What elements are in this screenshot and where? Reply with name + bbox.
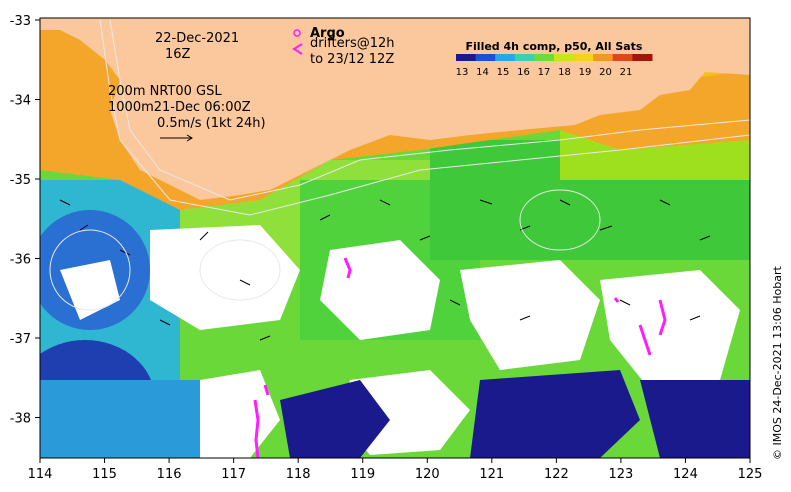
x-tick-label: 119 [350, 467, 375, 482]
contour-legend-200m: 200m NRT00 GSL [108, 84, 222, 99]
date-label: 22-Dec-2021 [155, 31, 239, 46]
colorbar-tick-label: 15 [497, 67, 510, 78]
scale-label: 0.5m/s (1kt 24h) [157, 116, 266, 131]
argo-marker-icon [293, 29, 301, 37]
y-tick-label: -35 [10, 173, 31, 188]
colorbar-tick-label: 14 [476, 67, 489, 78]
y-tick-label: -37 [10, 332, 31, 347]
colorbar-swatch [456, 54, 477, 61]
colorbar-tick-label: 17 [538, 67, 551, 78]
colorbar-tick-label: 18 [558, 67, 571, 78]
x-tick-label: 120 [415, 467, 440, 482]
x-tick-label: 123 [608, 467, 633, 482]
x-tick-label: 116 [157, 467, 182, 482]
x-tick-label: 118 [286, 467, 311, 482]
colorbar-swatch [554, 54, 575, 61]
credit-label: © IMOS 24-Dec-2021 13:06 Hobart [771, 265, 784, 460]
drifter-tracks [253, 257, 667, 458]
colorbar-tick-label: 20 [599, 67, 612, 78]
current-vectors [59, 199, 711, 341]
argo-label: Argo [310, 26, 345, 41]
colorbar-swatch [534, 54, 555, 61]
colorbar-title: Filled 4h comp, p50, All Sats [466, 40, 643, 53]
plot-frame [39, 17, 751, 459]
drifter-marker-icon [292, 43, 303, 55]
x-tick-label: 122 [544, 467, 569, 482]
colorbar-swatch [593, 54, 614, 61]
colorbar-swatch [612, 54, 633, 61]
y-tick-label: -33 [10, 14, 31, 29]
colorbar-swatch [495, 54, 516, 61]
colorbar-tick-label: 16 [517, 67, 530, 78]
drifters-to-label: to 23/12 12Z [310, 52, 394, 67]
y-tick-label: -38 [10, 412, 31, 427]
x-tick-label: 117 [221, 467, 246, 482]
contour-lines [49, 19, 750, 311]
colorbar-swatch [632, 54, 653, 61]
x-tick-label: 114 [28, 467, 53, 482]
colorbar-swatch [475, 54, 496, 61]
cold-water [280, 370, 750, 458]
y-axis: -33 -34 -35 -36 -37 -38 [10, 14, 40, 427]
colorbar-swatch [514, 54, 535, 61]
colorbar: Filled 4h comp, p50, All Sats 13 14 15 16 17… [452, 36, 658, 78]
drifters-label: drifters@12h [310, 36, 395, 51]
y-tick-label: -34 [10, 94, 31, 109]
colorbar-swatch [573, 54, 594, 61]
colorbar-tick-label: 21 [620, 67, 633, 78]
x-axis: 114 115 116 117 118 119 120 121 122 123 124 125 [28, 458, 763, 482]
x-tick-label: 124 [673, 467, 698, 482]
y-tick-label: -36 [10, 253, 31, 268]
x-tick-label: 125 [738, 467, 763, 482]
x-tick-label: 115 [92, 467, 117, 482]
scale-arrow [160, 134, 193, 142]
colorbar-tick-label: 13 [456, 67, 469, 78]
cloud-mask [60, 225, 740, 458]
contour-legend-1000m: 1000m21-Dec 06:00Z [108, 100, 251, 115]
x-tick-label: 121 [479, 467, 504, 482]
hour-label: 16Z [165, 47, 191, 62]
colorbar-tick-label: 19 [579, 67, 592, 78]
